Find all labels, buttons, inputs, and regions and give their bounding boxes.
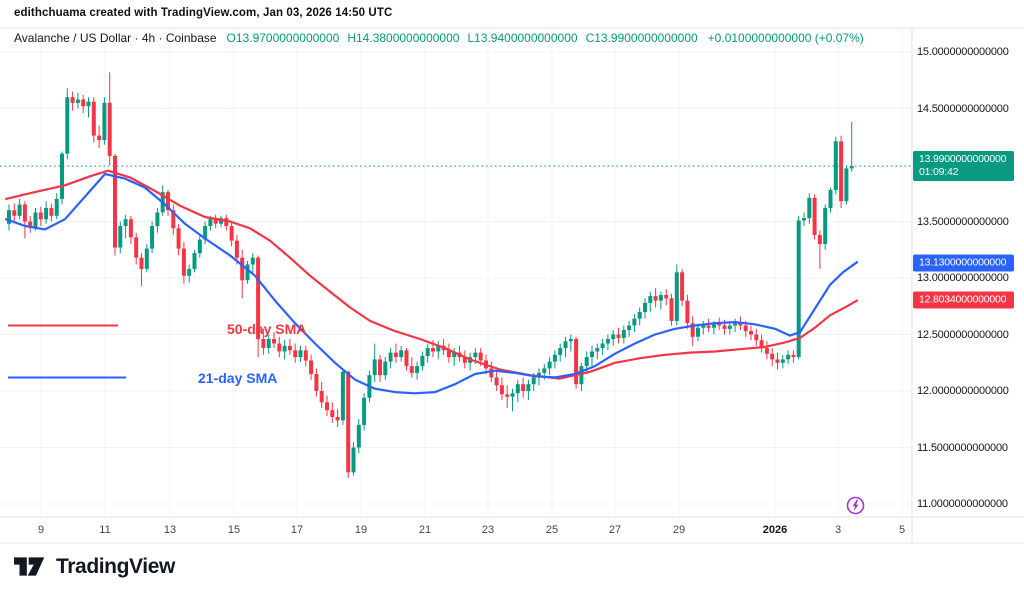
time-axis-label: 15 (227, 524, 241, 536)
price-axis-label: 14.5000000000000 (917, 102, 1009, 115)
legend-change-value: +0.0100000000000 (+0.07%) (707, 31, 864, 45)
legend-o-value: O13.9700000000000 (226, 31, 340, 45)
time-axis-label: 17 (290, 524, 304, 536)
time-axis-label: 13 (163, 524, 177, 536)
sma21-line[interactable] (4, 172, 859, 395)
time-axis-label: 5 (898, 524, 906, 536)
legend-c-value: C13.9900000000000 (585, 31, 698, 45)
time-axis-label: 11 (99, 524, 111, 536)
price-axis-label: 13.0000000000000 (917, 272, 1009, 284)
sma50-price-badge: 12.8034000000000 (913, 291, 1014, 309)
time-axis-label: 27 (608, 524, 622, 536)
lightning-bolt-glyph (852, 499, 859, 512)
last-price-badge: 13.9900000000000 01:09:42 (913, 151, 1014, 182)
countdown-timer: 01:09:42 (919, 166, 959, 179)
lightning-icon[interactable] (845, 495, 866, 516)
symbol-legend: Avalanche / US Dollar · 4h · Coinbase O1… (14, 31, 864, 45)
time-axis-label: 21 (418, 524, 432, 536)
legend-h-value: H14.3800000000000 (347, 31, 460, 45)
time-axis-label: 23 (481, 524, 495, 536)
price-axis-label: 11.0000000000000 (917, 498, 1008, 510)
time-axis-label: 3 (834, 524, 842, 536)
time-axis-label: 19 (354, 524, 368, 536)
sma21-text-annotation[interactable]: 21-day SMA (198, 370, 278, 386)
price-axis-label: 12.0000000000000 (917, 385, 1009, 397)
symbol-title[interactable]: Avalanche / US Dollar · 4h · Coinbase (14, 31, 217, 45)
time-axis-label: 9 (37, 524, 45, 536)
legend-values: O13.9700000000000 H14.3800000000000 L13.94… (227, 31, 864, 45)
legend-l-value: L13.9400000000000 (467, 31, 578, 45)
time-axis-label: 25 (545, 524, 559, 536)
price-axis-label: 15.0000000000000 (917, 46, 1009, 58)
price-axis-label: 12.5000000000000 (917, 328, 1009, 341)
price-axis-label: 11.5000000000000 (917, 441, 1008, 454)
sma50-line[interactable] (4, 169, 859, 380)
attribution-text: edithchuama created with TradingView.com… (14, 7, 393, 19)
time-axis-label: 2026 (762, 524, 788, 536)
time-axis-label: 29 (672, 524, 686, 536)
tradingview-logo[interactable]: TradingView (14, 553, 175, 580)
sma21-price-badge: 13.1300000000000 (913, 254, 1014, 272)
sma50-text-annotation[interactable]: 50-day SMA (227, 321, 307, 337)
tradingview-logo-text: TradingView (56, 554, 175, 578)
tradingview-logo-mark-icon (14, 557, 45, 576)
price-axis-label: 13.5000000000000 (917, 215, 1009, 228)
